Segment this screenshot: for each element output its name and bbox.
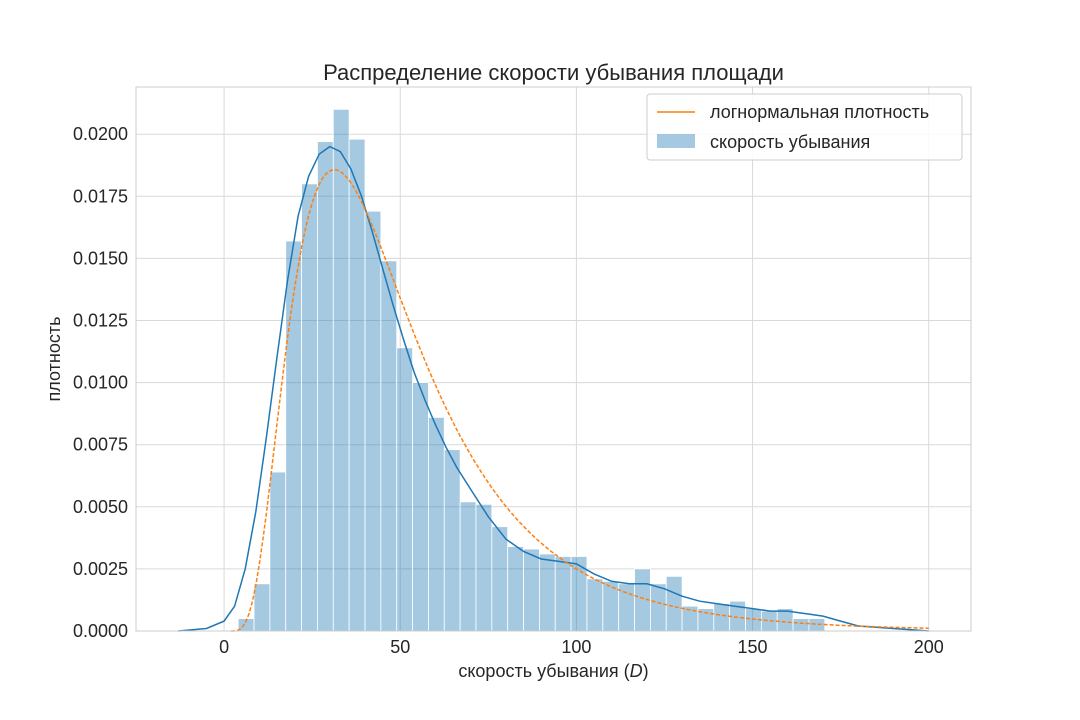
histogram-bar	[523, 548, 540, 632]
histogram-bar	[443, 449, 461, 632]
chart-title: Распределение скорости убывания площади	[323, 60, 784, 85]
y-axis-label: плотность	[44, 317, 64, 402]
legend: логнормальная плотность скорость убывани…	[646, 93, 963, 161]
histogram-bar	[760, 610, 778, 632]
y-axis-ticks: 0.0000 0.0025 0.0050 0.0075 0.0100 0.0125 0.01…	[73, 124, 128, 641]
y-tick-label: 0.0175	[73, 186, 128, 206]
histogram-bar	[396, 347, 413, 632]
lognormal-curve	[231, 168, 929, 632]
histogram-bar	[713, 603, 731, 632]
histogram-bar	[602, 580, 620, 632]
x-axis-label-suffix: )	[643, 661, 649, 681]
x-tick-label: 200	[914, 637, 944, 657]
histogram-bar	[301, 183, 318, 632]
plot-frame	[135, 86, 972, 632]
y-tick-label: 0.0050	[73, 497, 128, 517]
histogram-bar	[348, 138, 366, 632]
y-tick-label: 0.0125	[73, 310, 128, 330]
histogram-bar	[586, 578, 604, 632]
histogram-bar	[364, 210, 382, 632]
histogram-bar	[269, 471, 287, 632]
histogram-bar	[475, 503, 493, 632]
y-tick-label: 0.0075	[73, 435, 128, 455]
x-axis-ticks: 0 50 100 150 200	[219, 637, 944, 657]
histogram-bar	[808, 618, 826, 632]
y-tick-label: 0.0025	[73, 559, 128, 579]
histogram-bar	[412, 382, 429, 632]
histogram-bar	[380, 260, 398, 632]
histogram-bar	[317, 141, 334, 632]
y-tick-label: 0.0200	[73, 124, 128, 144]
legend-box	[646, 93, 963, 161]
x-tick-label: 0	[219, 637, 229, 657]
histogram-bar	[570, 556, 588, 632]
y-tick-label: 0.0100	[73, 373, 128, 393]
histogram-bar	[539, 553, 556, 632]
legend-lognormal-label: логнормальная плотность	[710, 102, 929, 122]
histogram-bar	[285, 240, 302, 632]
kde-curve	[178, 145, 929, 632]
y-tick-label: 0.0150	[73, 248, 128, 268]
x-axis-label-variable: D	[630, 661, 643, 681]
x-tick-label: 150	[738, 637, 768, 657]
histogram-bar	[792, 618, 810, 632]
histogram-bar	[649, 583, 667, 632]
legend-histogram-swatch	[657, 134, 695, 148]
histogram-bar	[507, 546, 524, 632]
x-tick-label: 100	[561, 637, 591, 657]
histogram-bar	[554, 556, 572, 632]
x-tick-label: 50	[390, 637, 410, 657]
histogram-bar	[491, 526, 509, 632]
histogram-bar	[459, 501, 477, 632]
x-axis-label-prefix: скорость убывания (	[458, 661, 629, 681]
histogram-bar	[332, 108, 350, 632]
x-axis-label: скорость убывания (D)	[458, 661, 648, 681]
histogram-bars	[237, 108, 826, 632]
histogram-bar	[428, 416, 445, 632]
histogram-bar	[665, 575, 683, 632]
legend-histogram-label: скорость убывания	[710, 132, 870, 152]
y-tick-label: 0.0000	[73, 621, 128, 641]
histogram-bar	[253, 583, 271, 632]
